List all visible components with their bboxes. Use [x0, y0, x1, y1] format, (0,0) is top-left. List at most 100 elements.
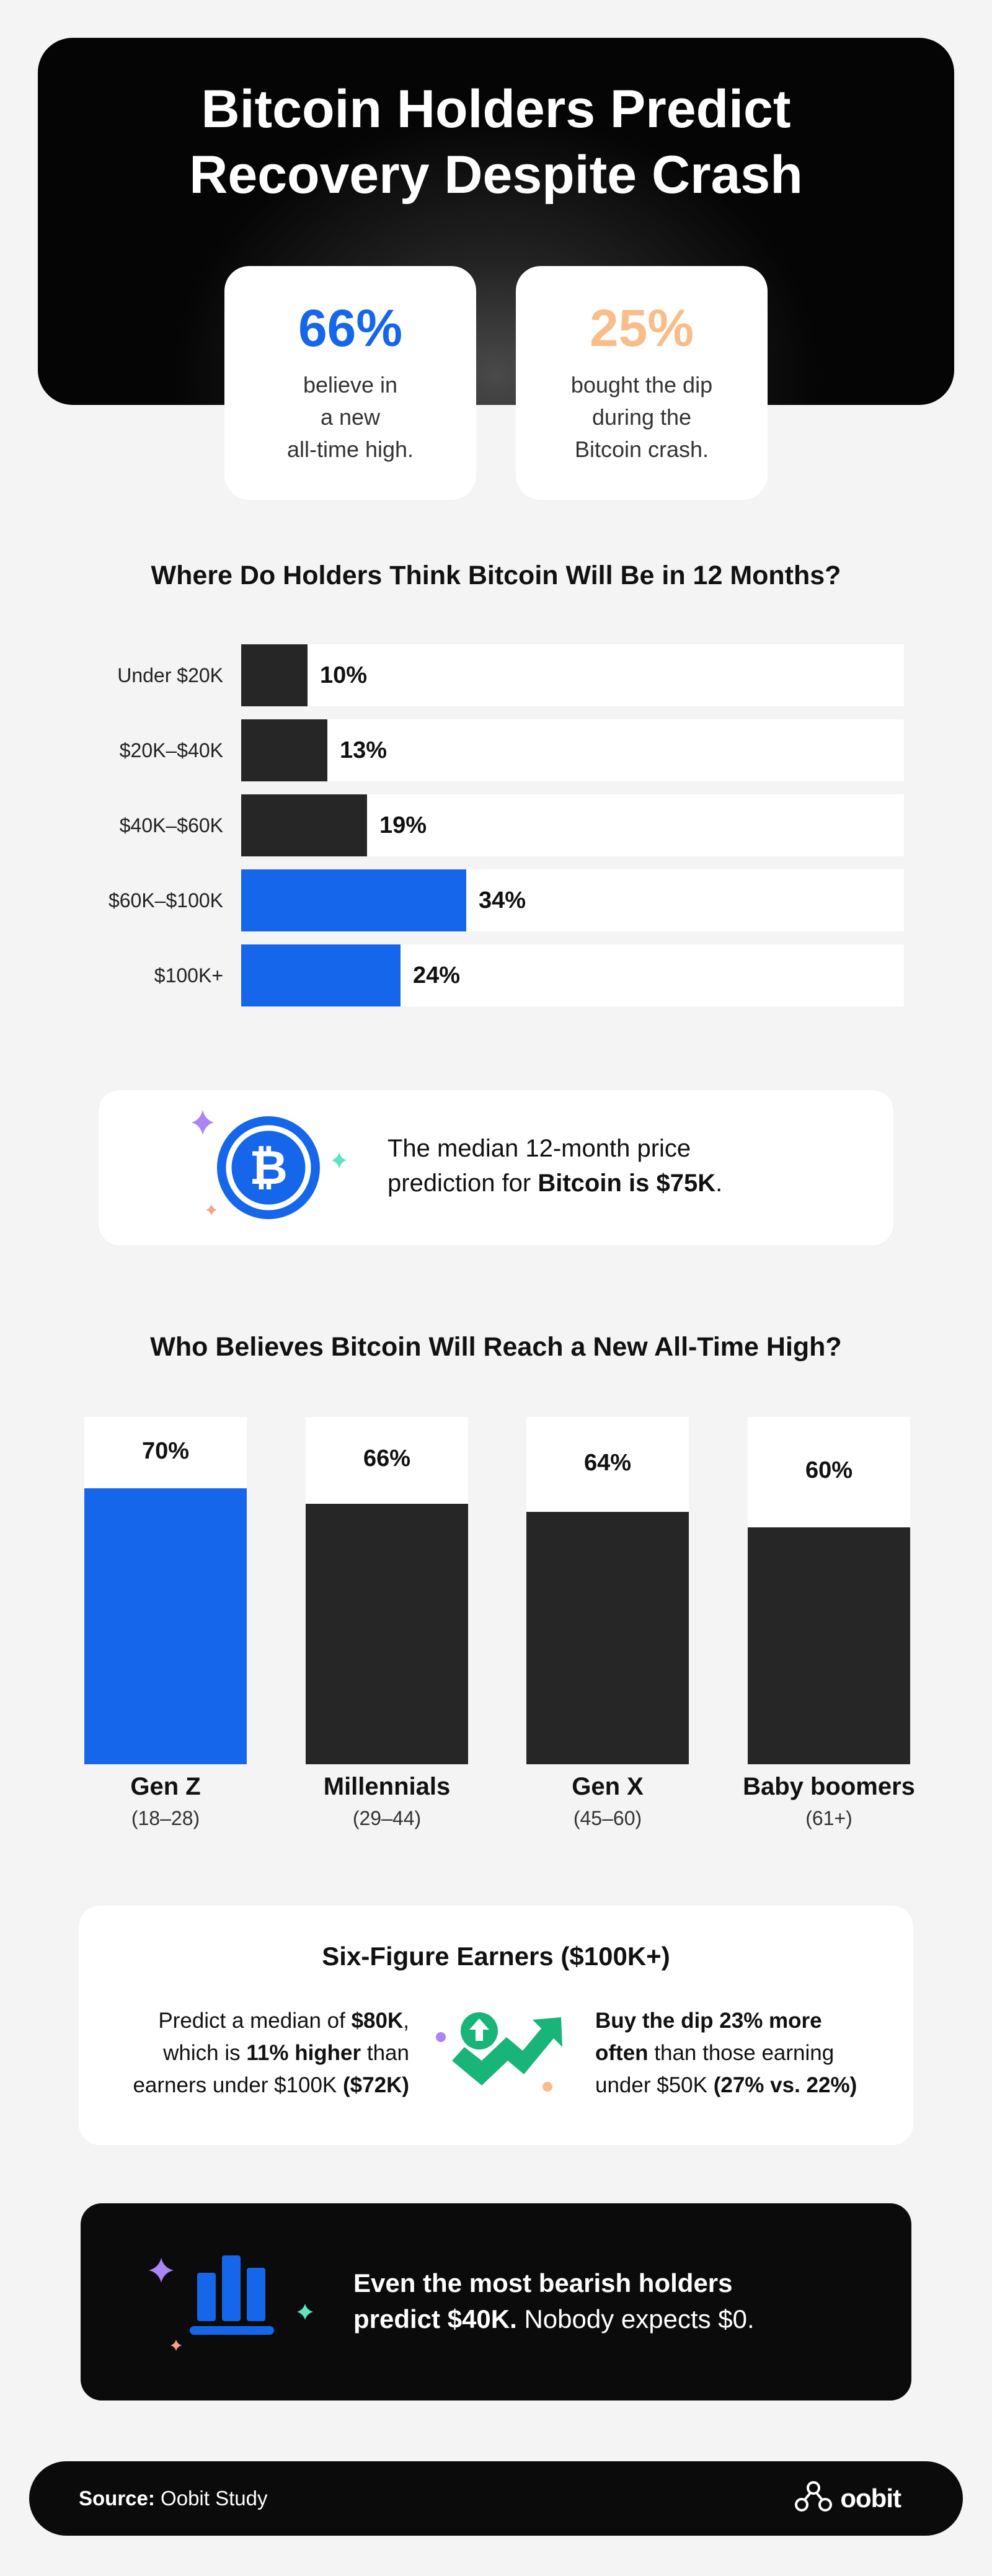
stat-label-line: believe in [303, 372, 398, 398]
sparkle-icon [297, 2304, 313, 2320]
sparkle-icon [206, 1204, 217, 1215]
bar [241, 944, 401, 1006]
bar-category-label: Millennials [323, 1773, 451, 1800]
bar [84, 1488, 247, 1764]
bar-value-label: 24% [413, 962, 461, 988]
earners-title: Six-Figure Earners ($100K+) [322, 1942, 670, 1971]
bar [241, 869, 466, 931]
sparkle-icon [332, 1152, 347, 1168]
text-bold: 11% higher [246, 2041, 361, 2065]
median-line-1: The median 12-month price [388, 1135, 691, 1162]
earners-right-line: under $50K (27% vs. 22%) [595, 2069, 918, 2102]
bar-category-label: Gen Z [130, 1773, 201, 1800]
earners-left-text: Predict a median of $80K, which is 11% h… [87, 2005, 409, 2102]
earners-right-text: Buy the dip 23% more often than those ea… [595, 2005, 918, 2102]
bar-subcategory-label: (18–28) [131, 1807, 200, 1829]
bearish-text: Even the most bearish holders predict $4… [353, 2265, 755, 2337]
stat-label-line: Bitcoin crash. [574, 437, 709, 462]
text-span: than those earning [648, 2041, 835, 2065]
title-line-1: Bitcoin Holders Predict [201, 79, 791, 139]
stat-label-line: all-time high. [286, 437, 414, 462]
bar-track: 19% [241, 794, 904, 856]
stat-label-line: during the [591, 404, 692, 430]
bar [306, 1504, 468, 1764]
earners-left-line: which is 11% higher than [87, 2037, 409, 2069]
median-line-2: prediction for Bitcoin is $75K. [388, 1166, 722, 1201]
bar-row: $60K–$100K 34% [0, 869, 992, 931]
bar-track: 34% [241, 869, 904, 931]
hero-banner: Bitcoin Holders Predict Recovery Despite… [38, 38, 954, 405]
bearish-line-2-suffix: Nobody expects $0. [516, 2304, 755, 2334]
page-title: Bitcoin Holders Predict Recovery Despite… [38, 76, 954, 208]
bar-track: 24% [241, 944, 904, 1006]
column: 60% [748, 1417, 910, 1764]
bar-category-label: $20K–$40K [119, 739, 223, 762]
bitcoin-icon: ₿ [192, 1110, 347, 1219]
source-label: Source: [79, 2487, 155, 2510]
bar-category-label: Under $20K [117, 664, 223, 686]
stat-label: bought the dip during the Bitcoin crash. [516, 369, 768, 466]
bearish-holders-card: Even the most bearish holders predict $4… [81, 2203, 911, 2401]
bar [241, 644, 308, 706]
bar-value-label: 19% [379, 812, 427, 838]
bar [241, 719, 327, 781]
bar-value-label: 34% [479, 887, 526, 913]
bar-value-label: 60% [805, 1457, 853, 1483]
text-bold: (27% vs. 22%) [713, 2073, 857, 2097]
text-span: which is [163, 2041, 247, 2065]
brand-name: oobit [840, 2484, 901, 2513]
bar-subcategory-label: (61+) [805, 1807, 852, 1829]
bar-value-label: 66% [363, 1446, 411, 1472]
bar-value-label: 10% [320, 662, 368, 688]
earners-left-line: earners under $100K ($72K) [87, 2069, 409, 2102]
source-credit: Source: Oobit Study [79, 2461, 267, 2536]
stat-label-line: bought the dip [570, 372, 713, 398]
earners-left-line: Predict a median of $80K, [87, 2005, 409, 2037]
dot-icon [436, 2032, 446, 2042]
sparkle-icon [192, 1110, 214, 1135]
ath-chart-title: Who Believes Bitcoin Will Reach a New Al… [150, 1332, 842, 1362]
bar-category-label: $60K–$100K [108, 889, 223, 912]
stat-card-bought-dip: 25% bought the dip during the Bitcoin cr… [516, 266, 768, 500]
median-line-2-prefix: prediction for [388, 1170, 538, 1197]
text-bold: ($72K) [343, 2073, 409, 2097]
bar-row: $20K–$40K 13% [0, 719, 992, 781]
text-bold: often [595, 2041, 649, 2065]
six-figure-earners-card: Six-Figure Earners ($100K+) Predict a me… [79, 1906, 913, 2145]
bar [241, 794, 367, 856]
title-line-2: Recovery Despite Crash [189, 145, 803, 205]
price-prediction-chart-title: Where Do Holders Think Bitcoin Will Be i… [151, 561, 841, 590]
source-value: Oobit Study [154, 2487, 268, 2510]
stat-card-all-time-high: 66% believe in a new all-time high. [224, 266, 476, 500]
median-line-2-bold: Bitcoin is $75K [538, 1170, 716, 1197]
bearish-line-2-bold: predict $40K. [353, 2304, 517, 2334]
bearish-line-1: Even the most bearish holders [353, 2265, 755, 2301]
earners-right-line: Buy the dip 23% more [595, 2005, 918, 2037]
bar-category-label: $100K+ [154, 964, 223, 987]
svg-text:₿: ₿ [249, 1142, 288, 1194]
sparkle-icon [149, 2258, 174, 2283]
text-span: earners under $100K [133, 2073, 343, 2097]
median-prediction-text: The median 12-month price prediction for… [388, 1131, 722, 1201]
stat-label: believe in a new all-time high. [224, 369, 476, 466]
footer-bar: Source: Oobit Study oobit [29, 2461, 963, 2536]
bar-row: $40K–$60K 19% [0, 794, 992, 856]
stat-label-line: a new [320, 404, 381, 430]
bearish-line-2: predict $40K. Nobody expects $0. [353, 2301, 755, 2337]
text-span: than [361, 2041, 409, 2065]
median-prediction-card: ₿ The median 12-month price prediction f… [99, 1090, 893, 1245]
bar [748, 1527, 910, 1764]
median-line-2-suffix: . [715, 1170, 723, 1197]
bar-value-label: 64% [583, 1449, 632, 1476]
sparkle-icon [170, 2340, 182, 2351]
earners-right-line: often than those earning [595, 2037, 918, 2069]
text-span: , [403, 2009, 409, 2033]
brand-logo[interactable]: oobit [793, 2480, 901, 2517]
bar-row: $100K+ 24% [0, 944, 992, 1006]
bar-subcategory-label: (29–44) [352, 1807, 422, 1829]
column: 70% [84, 1417, 247, 1764]
bar-track: 10% [241, 644, 904, 706]
column: 66% [306, 1417, 468, 1764]
bar-category-label: Baby boomers [743, 1773, 915, 1800]
bar-category-label: Gen X [572, 1773, 644, 1800]
